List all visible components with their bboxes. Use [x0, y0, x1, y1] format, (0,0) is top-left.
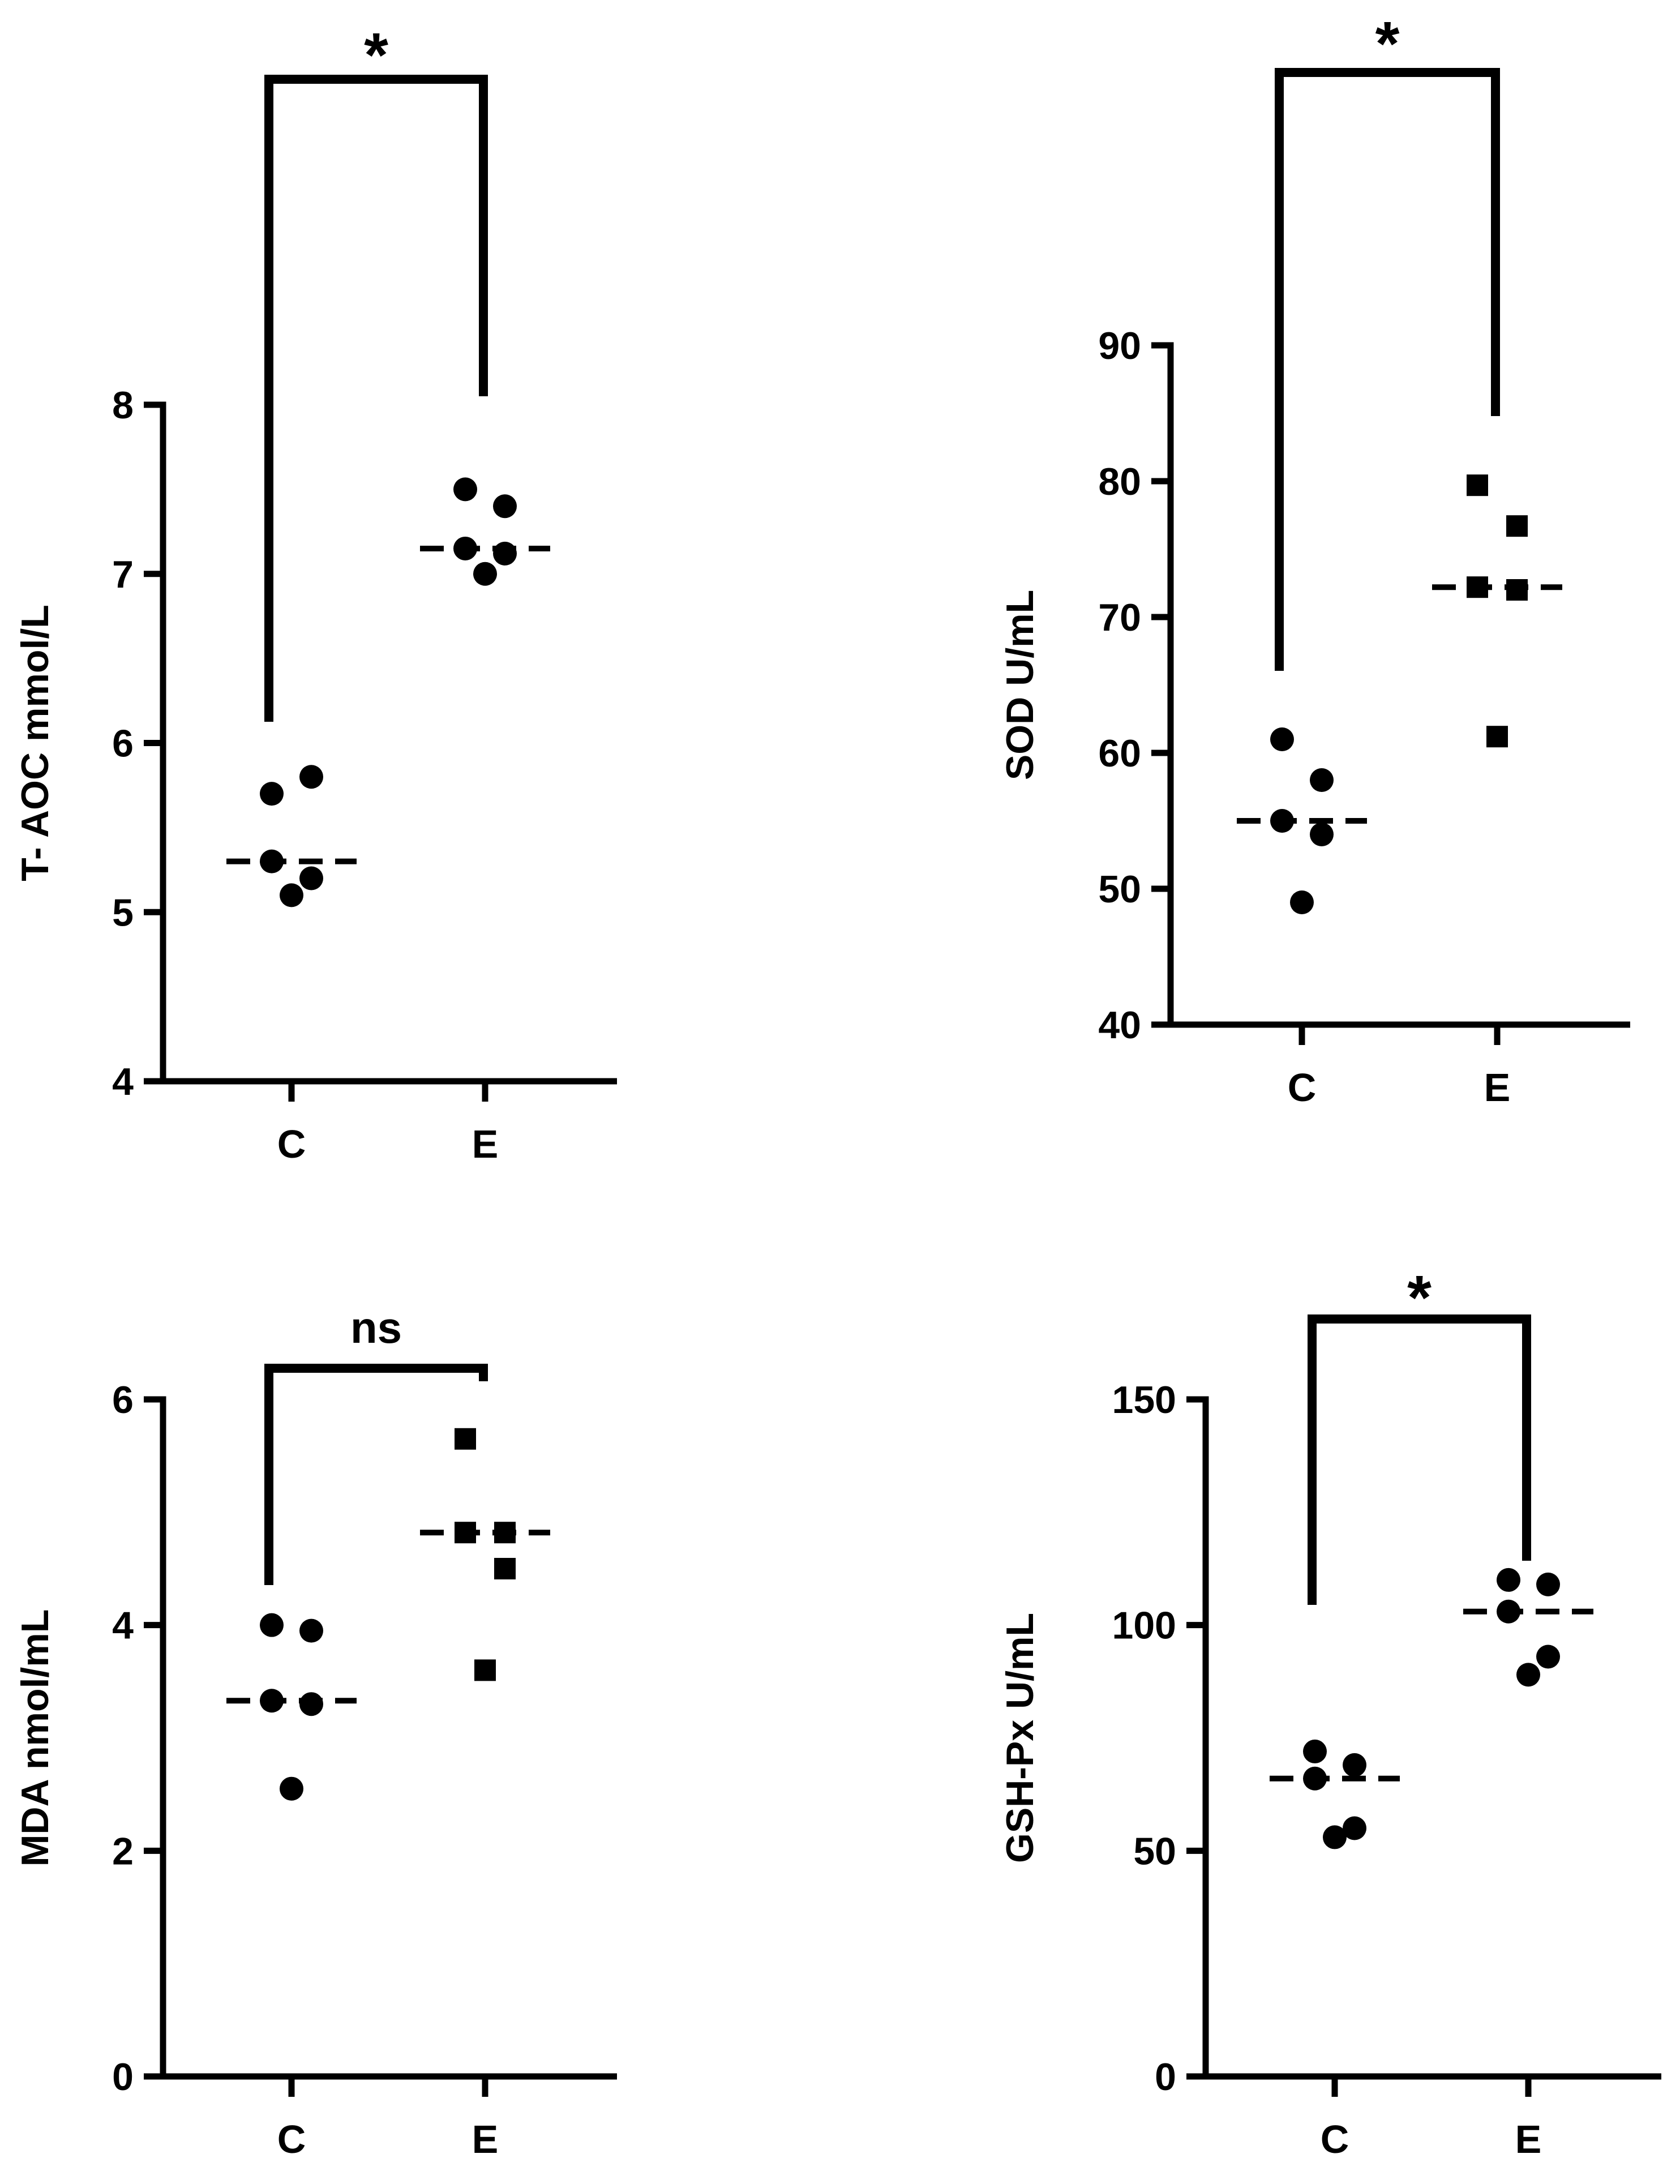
x-tick-label: C: [1288, 1065, 1317, 1110]
y-tick-label: 8: [112, 384, 134, 427]
significance-label: *: [1375, 9, 1400, 79]
x-tick-label: E: [472, 2117, 499, 2161]
y-tick-label: 6: [112, 722, 134, 765]
data-point-c: [1310, 768, 1334, 792]
y-axis-title: T- AOC mmol/L: [14, 605, 57, 881]
significance-bracket: [1275, 68, 1500, 671]
x-tick-label: C: [1321, 2117, 1349, 2161]
significance-bracket: [264, 1364, 488, 1585]
y-axis-title: MDA nmol/mL: [14, 1609, 57, 1867]
y-tick-label: 150: [1112, 1378, 1176, 1421]
y-tick-label: 0: [112, 2055, 134, 2099]
significance-bracket: [1308, 1314, 1531, 1605]
significance-label: ns: [350, 1303, 402, 1352]
panel-sod: 40 50 60 70 80 90 C E SOD U/mL *: [998, 9, 1630, 1110]
data-point-e: [1486, 726, 1508, 748]
data-point-c: [1303, 1739, 1327, 1763]
significance-bracket: [264, 75, 488, 722]
y-axis-title: GSH-Px U/mL: [998, 1613, 1042, 1863]
y-tick-label: 4: [112, 1060, 134, 1103]
data-point-e: [1467, 474, 1488, 496]
data-point-c: [1343, 1753, 1366, 1777]
data-point-e: [1536, 1572, 1560, 1596]
data-point-e: [1536, 1645, 1560, 1669]
data-point-e: [1497, 1568, 1520, 1592]
significance-label: *: [364, 20, 388, 90]
y-tick-label: 5: [112, 891, 134, 934]
y-tick-label: 0: [1155, 2055, 1176, 2099]
data-point-e: [455, 1428, 476, 1450]
data-point-e: [493, 494, 517, 519]
significance-label: *: [1407, 1263, 1432, 1333]
data-point-e: [1516, 1663, 1540, 1687]
y-tick-label: 4: [112, 1604, 134, 1647]
data-point-e: [473, 562, 497, 586]
y-tick-label: 90: [1098, 324, 1141, 367]
data-point-c: [1323, 1825, 1347, 1849]
data-point-e: [1506, 515, 1528, 537]
data-point-c: [1343, 1816, 1366, 1840]
y-tick-label: 100: [1112, 1604, 1176, 1647]
data-point-c: [280, 883, 303, 907]
y-tick-label: 7: [112, 553, 134, 596]
data-point-c: [299, 1618, 323, 1643]
data-point-e: [493, 541, 517, 566]
x-tick-label: C: [277, 2117, 306, 2161]
y-tick-label: 60: [1098, 732, 1141, 775]
x-tick-label: C: [277, 1122, 306, 1166]
data-point-c: [260, 782, 284, 806]
panel-gsh: 0 50 100 150 C E GSH-Px U/mL *: [998, 1263, 1661, 2161]
data-point-c: [299, 1692, 323, 1716]
y-tick-label: 50: [1133, 1830, 1176, 1873]
data-point-c: [1310, 823, 1334, 846]
y-tick-label: 70: [1098, 596, 1141, 639]
y-tick-label: 6: [112, 1378, 134, 1421]
data-point-e: [494, 1558, 516, 1579]
data-point-c: [1290, 890, 1314, 914]
x-tick-label: E: [1515, 2117, 1542, 2161]
y-tick-label: 2: [112, 1830, 134, 1873]
y-axis-title: SOD U/mL: [998, 590, 1042, 780]
x-tick-label: E: [1484, 1065, 1511, 1110]
panel-tac: 4 5 6 7 8 C E T- AOC mmol/L *: [14, 20, 617, 1166]
data-point-c: [299, 866, 323, 890]
data-point-c: [260, 1613, 284, 1637]
y-tick-label: 40: [1098, 1004, 1141, 1047]
x-tick-label: E: [472, 1122, 499, 1166]
y-tick-label: 50: [1098, 868, 1141, 911]
y-tick-label: 80: [1098, 460, 1141, 503]
data-point-c: [1270, 727, 1294, 751]
data-point-c: [280, 1776, 303, 1801]
data-point-c: [299, 765, 323, 789]
data-point-e: [453, 477, 477, 502]
panel-mda: 0 2 4 6 C E MDA nmol/mL ns: [14, 1303, 617, 2161]
data-point-e: [474, 1659, 496, 1681]
